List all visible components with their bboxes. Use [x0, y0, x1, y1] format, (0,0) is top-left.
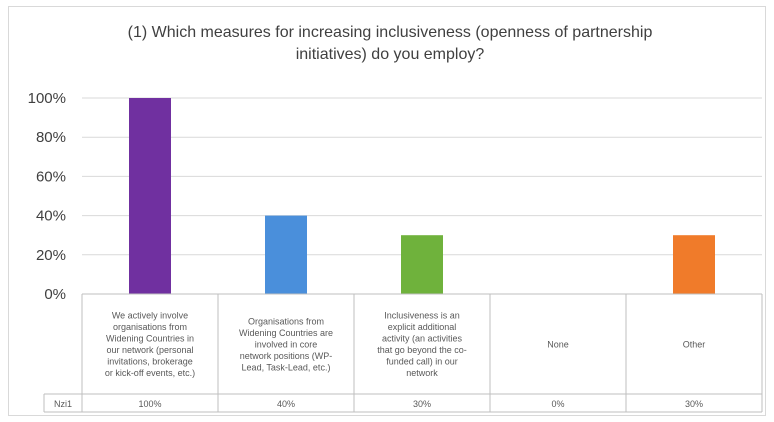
- category-label: funded call) in our: [386, 357, 458, 367]
- chart-title-line-2: initiatives) do you employ?: [295, 46, 485, 63]
- bar: [129, 98, 171, 294]
- table-value: 100%: [138, 399, 161, 409]
- table-value: 0%: [551, 399, 564, 409]
- category-label: involved in core: [255, 339, 318, 349]
- category-label: invitations, brokerage: [107, 357, 193, 367]
- y-tick-label: 40%: [36, 208, 66, 225]
- y-tick-label: 80%: [36, 129, 66, 146]
- y-tick-label: 100%: [28, 90, 66, 107]
- category-label: activity (an activities: [382, 334, 463, 344]
- series-name: Nzi1: [54, 399, 72, 409]
- category-label: Other: [683, 339, 706, 349]
- category-label: Inclusiveness is an: [384, 311, 460, 321]
- category-label: our network (personal: [106, 345, 193, 355]
- chart-title-line-1: (1) Which measures for increasing inclus…: [127, 24, 653, 41]
- table-value: 40%: [277, 399, 295, 409]
- y-tick-label: 20%: [36, 247, 66, 264]
- chart-title: (1) Which measures for increasing inclus…: [60, 22, 720, 66]
- category-label: organisations from: [113, 322, 187, 332]
- category-label: network positions (WP-: [240, 351, 333, 361]
- y-tick-label: 60%: [36, 168, 66, 185]
- category-label: Widening Countries are: [239, 328, 333, 338]
- bar: [401, 235, 443, 294]
- category-label: network: [406, 368, 438, 378]
- table-value: 30%: [413, 399, 431, 409]
- category-label: Organisations from: [248, 316, 324, 326]
- category-label: We actively involve: [112, 311, 188, 321]
- category-label: Lead, Task-Lead, etc.): [242, 362, 331, 372]
- category-label: that go beyond the co-: [377, 345, 467, 355]
- category-label: None: [547, 339, 569, 349]
- y-tick-label: 0%: [44, 286, 66, 303]
- category-label: Widening Countries in: [106, 334, 194, 344]
- category-label: explicit additional: [388, 322, 457, 332]
- bar: [673, 235, 715, 294]
- table-value: 30%: [685, 399, 703, 409]
- category-label: or kick-off events, etc.): [105, 368, 195, 378]
- bar: [265, 215, 307, 294]
